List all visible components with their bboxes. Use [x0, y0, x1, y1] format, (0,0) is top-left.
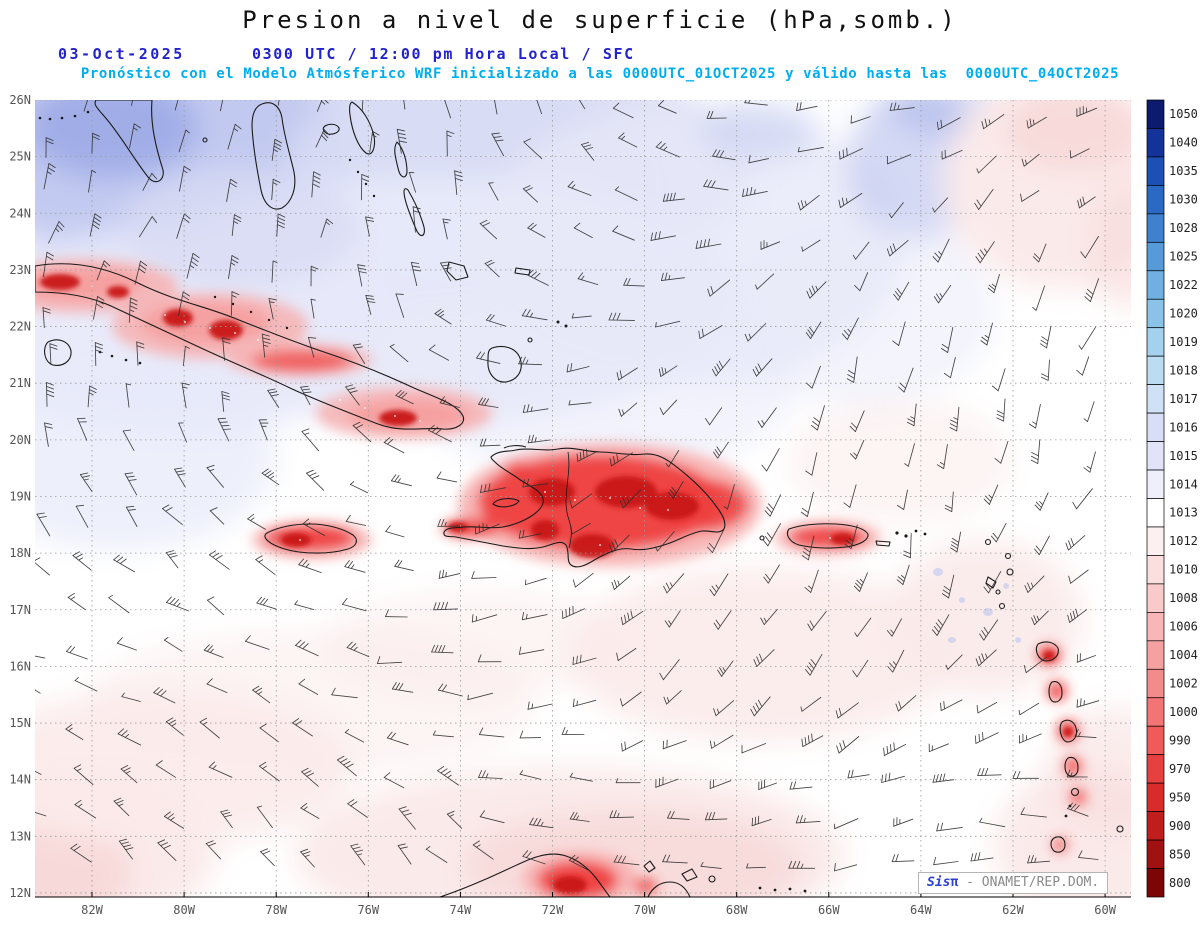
colorbar-value: 1008	[1169, 591, 1198, 605]
lat-label: 13N	[9, 829, 31, 843]
colorbar-value: 1004	[1169, 648, 1198, 662]
colorbar-cell	[1146, 327, 1165, 357]
colorbar-cell	[1146, 128, 1165, 158]
colorbar-value: 1019	[1169, 335, 1198, 349]
colorbar-value: 1010	[1169, 563, 1198, 577]
colorbar-value: 1028	[1169, 221, 1198, 235]
forecast-date: 03-Oct-2025	[58, 45, 185, 63]
lon-label: 68W	[726, 903, 748, 917]
colorbar-cell	[1146, 640, 1165, 670]
colorbar-cell	[1146, 668, 1165, 699]
colorbar-value: 1040	[1169, 136, 1198, 150]
lat-label: 20N	[9, 433, 31, 447]
colorbar-value: 1002	[1169, 677, 1198, 691]
colorbar-value: 1020	[1169, 307, 1198, 321]
colorbar-cell	[1146, 498, 1165, 528]
lat-label: 24N	[9, 206, 31, 220]
lon-label: 70W	[634, 903, 656, 917]
colorbar-value: 800	[1169, 876, 1191, 890]
lon-label: 82W	[81, 903, 103, 917]
lat-label: 23N	[9, 263, 31, 277]
colorbar-value: 1018	[1169, 363, 1198, 377]
colorbar-value: 950	[1169, 790, 1191, 804]
lon-label: 66W	[818, 903, 840, 917]
colorbar-cell	[1146, 384, 1165, 414]
colorbar-value: 1050	[1169, 107, 1198, 121]
colorbar-value: 1022	[1169, 278, 1198, 292]
colorbar-value: 1025	[1169, 250, 1198, 264]
lat-label: 12N	[9, 886, 31, 900]
pressure-core-layer	[40, 274, 1073, 894]
lat-label: 25N	[9, 150, 31, 164]
lon-label: 60W	[1094, 903, 1116, 917]
lat-label: 22N	[9, 320, 31, 334]
colorbar-cell	[1146, 441, 1165, 471]
colorbar-cell	[1146, 612, 1165, 642]
colorbar-cell	[1146, 156, 1165, 186]
lat-label: 16N	[9, 659, 31, 673]
colorbar-cell	[1146, 725, 1165, 756]
lat-label: 18N	[9, 546, 31, 560]
colorbar-value: 1035	[1169, 164, 1198, 178]
lat-label: 17N	[9, 603, 31, 617]
lon-label: 78W	[265, 903, 287, 917]
colorbar-cell	[1146, 782, 1165, 812]
map-layers	[35, 100, 1131, 897]
lon-label: 74W	[450, 903, 472, 917]
colorbar-value: 1015	[1169, 449, 1198, 463]
colorbar-cell	[1146, 355, 1165, 385]
colorbar-cell	[1146, 583, 1165, 613]
lat-label: 14N	[9, 773, 31, 787]
colorbar-cell	[1146, 241, 1165, 272]
colorbar-value: 900	[1169, 819, 1191, 833]
wind-barbs-layer	[35, 100, 1100, 872]
colorbar-cell	[1146, 185, 1165, 215]
colorbar-cell	[1146, 697, 1165, 727]
forecast-time: 0300 UTC / 12:00 pm Hora Local / SFC	[252, 45, 635, 63]
axis-labels: 26N 25N 24N 23N 22N 21N 20N 19N 18N 17N 16N 15N 14N 1…	[9, 93, 1116, 917]
model-run-info: Pronóstico con el Modelo Atmósferico WRF…	[80, 66, 1120, 82]
colorbar-cell	[1146, 469, 1165, 499]
colorbar-cell	[1146, 298, 1165, 329]
colorbar-cell	[1146, 526, 1165, 556]
coastlines-layer	[35, 100, 1124, 897]
colorbar-value: 1012	[1169, 534, 1198, 548]
colorbar-value: 970	[1169, 762, 1191, 776]
lon-label: 64W	[910, 903, 932, 917]
lon-label: 76W	[357, 903, 379, 917]
colorbar-value: 1016	[1169, 420, 1198, 434]
colorbar-cell	[1146, 555, 1165, 585]
page-title: Presion a nivel de superficie (hPa,somb.…	[242, 6, 958, 34]
lat-label: 21N	[9, 376, 31, 390]
colorbar-cell	[1146, 270, 1165, 300]
pressure-colorbar: 1050 1040 1035 1030 1028 1025 1022 1020 1019 1018…	[1146, 99, 1198, 898]
colorbar-cell	[1146, 868, 1165, 898]
colorbar-cell	[1146, 412, 1165, 442]
colorbar-value: 1013	[1169, 506, 1198, 520]
watermark-brand: Sis	[927, 875, 951, 890]
lon-label: 62W	[1002, 903, 1024, 917]
colorbar-value: 1030	[1169, 193, 1198, 207]
lat-label: 19N	[9, 490, 31, 504]
watermark-org: - ONAMET/REP.DOM.	[958, 875, 1100, 890]
colorbar-cell	[1146, 811, 1165, 841]
colorbar-cell	[1146, 839, 1165, 869]
watermark-pi-icon: π	[950, 875, 959, 890]
colorbar-value: 1006	[1169, 620, 1198, 634]
lat-label: 26N	[9, 93, 31, 107]
colorbar-cell	[1146, 754, 1165, 784]
colorbar-value: 990	[1169, 733, 1191, 747]
colorbar-cell	[1146, 213, 1165, 243]
lon-label: 80W	[173, 903, 195, 917]
watermark: Sisπ - ONAMET/REP.DOM.	[918, 872, 1109, 894]
colorbar-value: 1000	[1169, 705, 1198, 719]
lat-label: 15N	[9, 716, 31, 730]
colorbar-cell	[1146, 99, 1165, 129]
lon-label: 72W	[542, 903, 564, 917]
colorbar-value: 1014	[1169, 477, 1198, 491]
colorbar-value: 1017	[1169, 392, 1198, 406]
colorbar-value: 850	[1169, 847, 1191, 861]
